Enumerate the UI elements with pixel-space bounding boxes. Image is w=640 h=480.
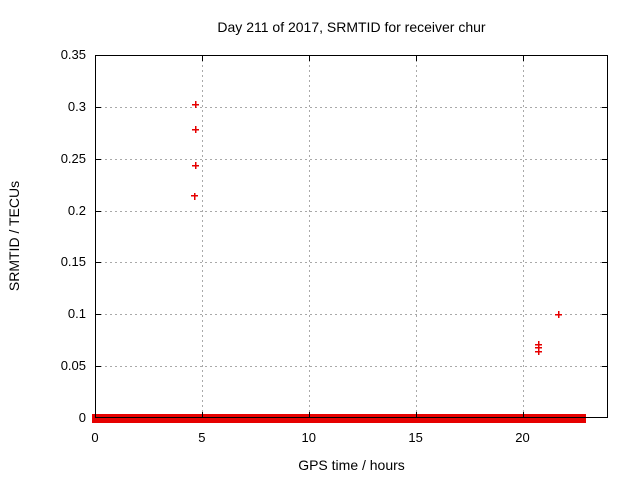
y-tick-left-0.3	[95, 106, 101, 108]
x-tick-label-5: 5	[198, 430, 206, 445]
gridline-y-0.2	[95, 210, 608, 212]
data-point-marker	[191, 101, 199, 109]
y-tick-left-0.15	[95, 262, 101, 264]
y-tick-right-0.05	[602, 366, 608, 368]
gridline-y-0.1	[95, 314, 608, 316]
x-tick-top-20	[522, 55, 524, 61]
x-tick-top-10	[308, 55, 310, 61]
y-tick-right-0.15	[602, 262, 608, 264]
y-tick-right-0.3	[602, 106, 608, 108]
gridline-y-0.3	[95, 106, 608, 108]
y-tick-right-0	[602, 417, 608, 418]
y-tick-right-0.35	[602, 55, 608, 56]
gridline-y-0.15	[95, 262, 608, 264]
y-tick-left-0.1	[95, 314, 101, 316]
y-tick-label-0.25: 0.25	[60, 150, 86, 166]
y-tick-left-0.35	[95, 55, 101, 56]
chart-title: Day 211 of 2017, SRMTID for receiver chu…	[217, 19, 486, 35]
y-tick-left-0	[95, 417, 101, 418]
x-tick-bottom-20	[522, 412, 524, 418]
data-point-marker	[535, 343, 543, 351]
y-tick-label-0.2: 0.2	[67, 202, 86, 218]
y-tick-right-0.2	[602, 210, 608, 212]
y-axis-label: SRMTID / TECUs	[6, 180, 22, 292]
x-tick-bottom-15	[415, 412, 417, 418]
zero-line-band	[91, 413, 586, 423]
x-axis-label: GPS time / hours	[298, 457, 405, 473]
x-tick-bottom-10	[308, 412, 310, 418]
gridline-x-20	[522, 55, 524, 418]
x-tick-label-15: 15	[408, 430, 423, 445]
x-tick-label-0: 0	[91, 430, 99, 445]
y-tick-label-0: 0	[78, 410, 86, 425]
x-tick-top-15	[415, 55, 417, 61]
x-tick-label-10: 10	[301, 430, 316, 445]
data-point-marker	[535, 348, 543, 356]
data-point-marker	[190, 192, 198, 200]
y-tick-left-0.2	[95, 210, 101, 212]
y-tick-left-0.05	[95, 366, 101, 368]
y-tick-right-0.1	[602, 314, 608, 316]
gridline-y-0.25	[95, 158, 608, 160]
x-tick-label-20: 20	[515, 430, 530, 445]
x-tick-top-5	[201, 55, 203, 61]
data-point-marker	[191, 126, 199, 134]
y-tick-label-0.15: 0.15	[60, 254, 86, 270]
x-tick-bottom-5	[201, 412, 203, 418]
gridline-x-15	[415, 55, 417, 418]
gridline-x-10	[308, 55, 310, 418]
y-tick-right-0.25	[602, 158, 608, 160]
gridline-x-5	[201, 55, 203, 418]
data-point-marker	[555, 310, 563, 318]
plot-area	[91, 55, 608, 423]
y-tick-label-0.3: 0.3	[67, 98, 86, 114]
y-tick-label-0.05: 0.05	[60, 358, 86, 374]
y-tick-label-0.1: 0.1	[67, 306, 86, 322]
y-tick-label-0.35: 0.35	[60, 47, 86, 62]
data-point-marker	[191, 162, 199, 170]
gridline-y-0.05	[95, 366, 608, 368]
y-tick-left-0.25	[95, 158, 101, 160]
